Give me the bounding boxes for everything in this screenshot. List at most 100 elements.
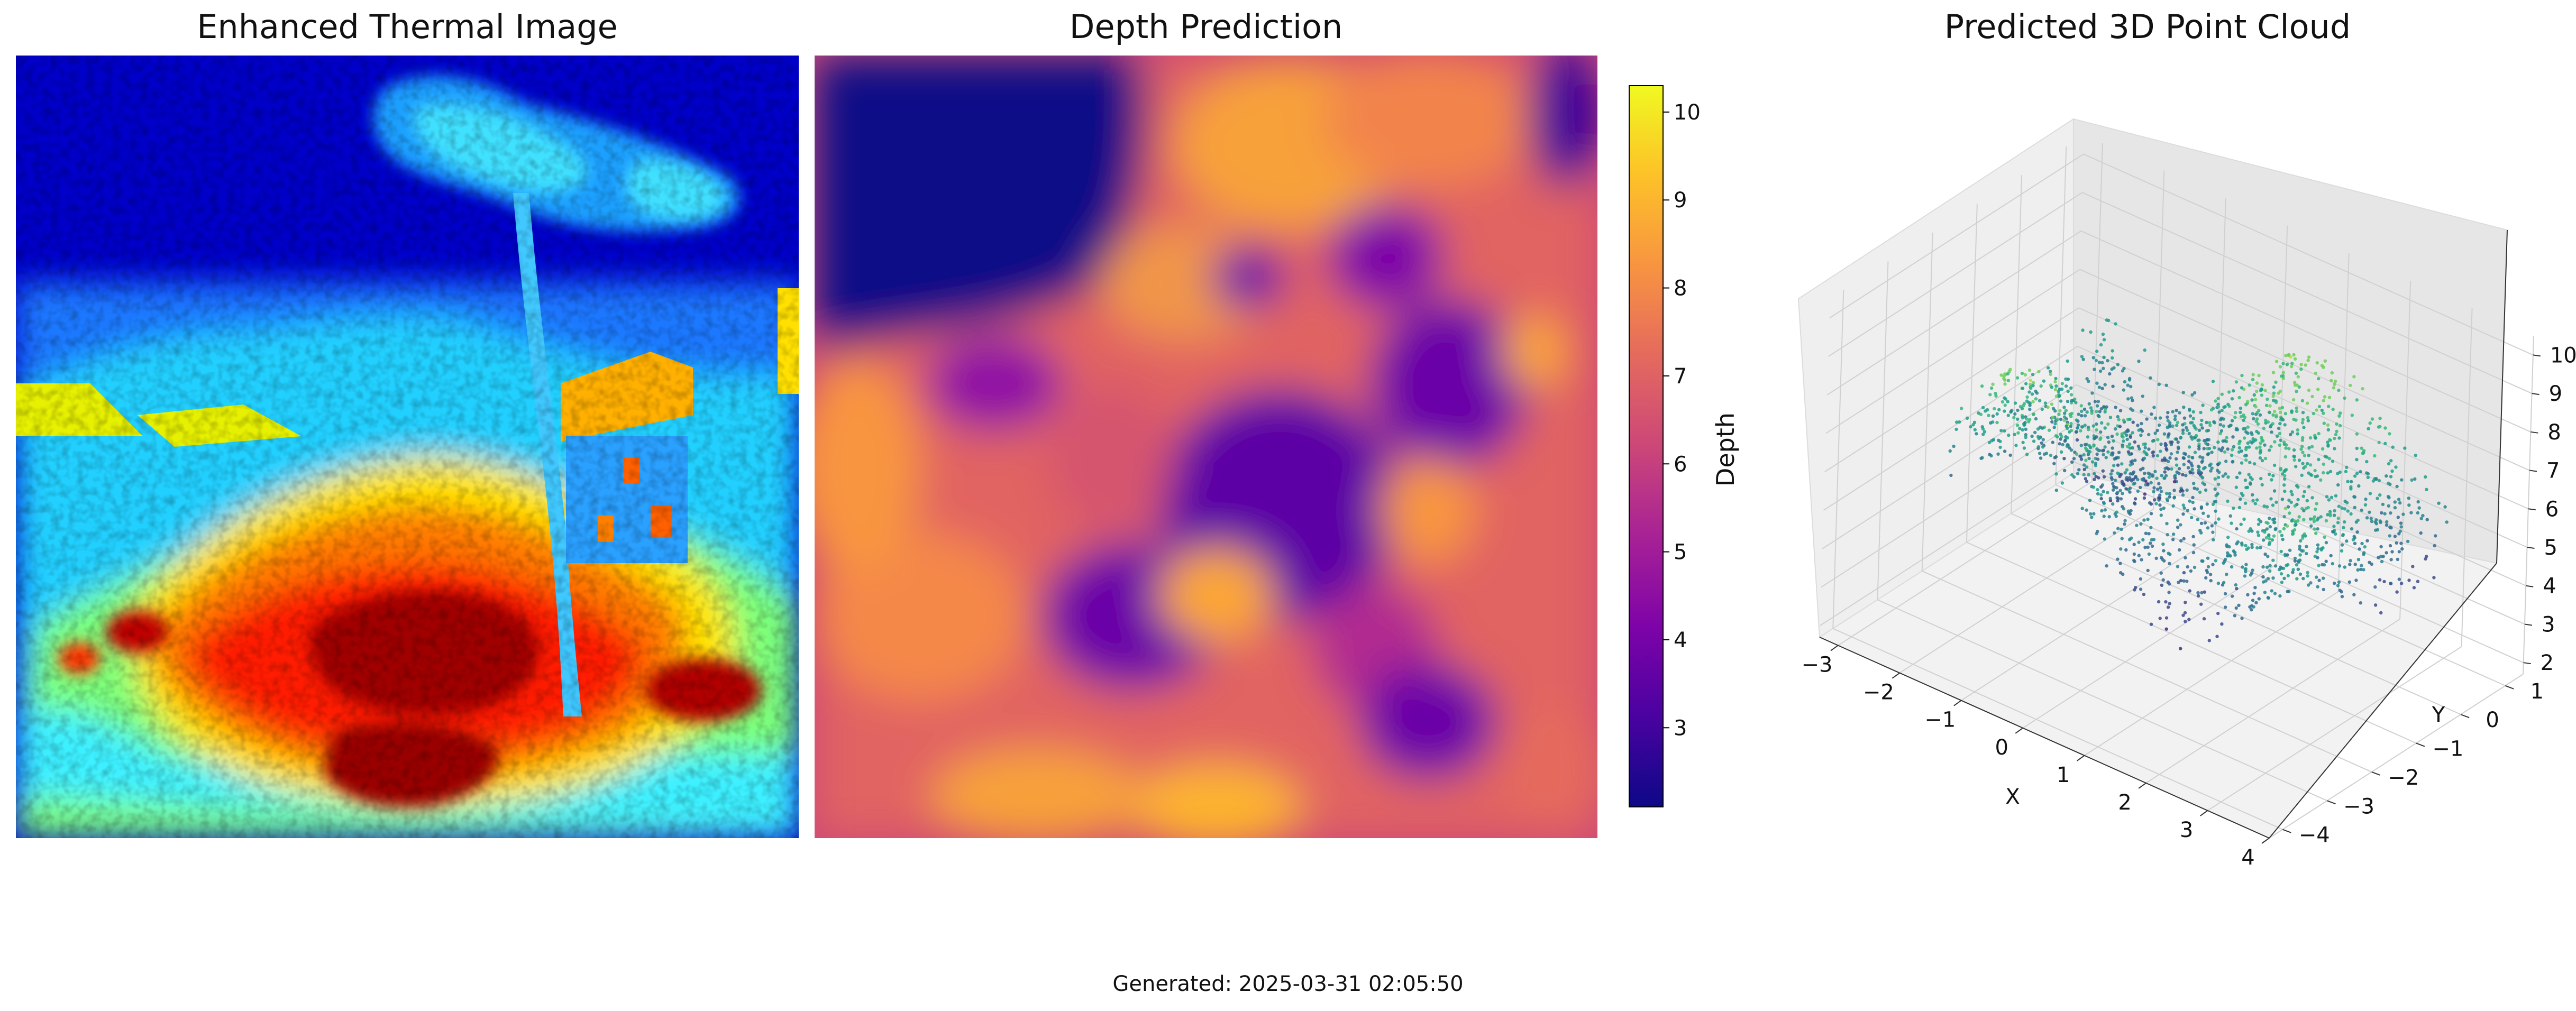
cloud-point — [2274, 415, 2278, 419]
cloud-point — [2047, 428, 2051, 432]
cloud-point — [2349, 383, 2352, 388]
cloud-point — [2093, 400, 2097, 403]
cloud-point — [2304, 465, 2307, 468]
cloud-point — [2366, 472, 2370, 476]
cloud-point — [2325, 495, 2329, 499]
cloud-point — [2317, 405, 2322, 409]
cloud-point — [2289, 490, 2293, 493]
cloud-point — [2330, 371, 2334, 375]
cloud-point — [2115, 486, 2118, 490]
cloud-point — [2159, 486, 2162, 490]
cloud-point — [2216, 397, 2220, 400]
cloud-point — [2216, 440, 2220, 444]
cloud-point — [2119, 547, 2123, 551]
cloud-point — [2281, 371, 2286, 374]
cloud-point — [2278, 594, 2282, 598]
cloud-point — [2024, 427, 2027, 431]
cloud-point — [2126, 450, 2131, 454]
z-tick-mark — [2526, 585, 2534, 587]
cloud-point — [2243, 501, 2248, 505]
cloud-point — [2300, 438, 2305, 442]
y-tick-mark — [2460, 714, 2470, 719]
cloud-point — [2240, 386, 2244, 390]
cloud-point — [2184, 601, 2187, 604]
cloud-point — [2065, 425, 2068, 428]
cloud-point — [2062, 457, 2066, 461]
cloud-point — [2283, 468, 2287, 472]
cloud-point — [2106, 491, 2109, 494]
cloud-point — [2355, 530, 2359, 534]
cloud-point — [2185, 426, 2188, 429]
cloud-point — [2266, 397, 2269, 401]
cloud-point — [2144, 531, 2148, 535]
cloud-point — [2217, 410, 2221, 414]
cloud-point — [2204, 488, 2208, 492]
cloud-point — [2103, 445, 2107, 449]
cloud-point — [2339, 411, 2342, 415]
cloud-point — [2230, 397, 2234, 401]
cloud-point — [2247, 473, 2251, 476]
cloud-point — [2299, 539, 2303, 543]
cloud-point — [2327, 396, 2332, 399]
cloud-point — [2263, 389, 2267, 392]
cloud-point — [2216, 611, 2220, 615]
cloud-point — [2029, 379, 2032, 382]
y-tick-label: −1 — [2432, 737, 2463, 761]
cloud-point — [2216, 405, 2221, 409]
cloud-point — [1975, 432, 1978, 436]
cloud-point — [2127, 476, 2132, 480]
cloud-point — [2150, 412, 2153, 416]
cloud-point — [2070, 460, 2074, 464]
cloud-point — [2294, 523, 2298, 527]
cloud-point — [2199, 506, 2204, 510]
cloud-point — [2265, 505, 2269, 509]
cloud-point — [2051, 407, 2056, 410]
cloud-point — [2200, 426, 2204, 430]
cloud-point — [2131, 420, 2135, 424]
cloud-point — [2090, 391, 2094, 395]
y-tick-label: −2 — [2388, 766, 2419, 790]
cloud-point — [2225, 543, 2228, 547]
x-gridline — [1961, 536, 2216, 701]
cloud-point — [2313, 527, 2316, 531]
cloud-point — [2280, 581, 2284, 584]
z-tick-label: 4 — [2543, 574, 2556, 599]
cloud-point — [2255, 498, 2259, 502]
y-gridline — [2055, 146, 2067, 485]
cloud-point — [2189, 569, 2193, 573]
cloud-point — [2294, 371, 2298, 375]
cloud-point — [2315, 518, 2319, 522]
cloud-point — [2034, 397, 2038, 401]
cloud-point — [2205, 502, 2209, 506]
cloud-point — [2168, 456, 2172, 460]
cloud-point — [2211, 530, 2215, 534]
cloud-point — [2187, 455, 2191, 458]
cloud-point — [2273, 528, 2277, 531]
cloud-point — [2324, 559, 2328, 563]
cloud-point — [2145, 417, 2149, 421]
cloud-point — [2093, 367, 2096, 371]
cloud-point — [2297, 560, 2300, 564]
cloud-point — [2146, 545, 2150, 549]
cloud-point — [2292, 381, 2297, 384]
cloud-point — [2085, 377, 2089, 381]
cloud-point — [2059, 450, 2063, 454]
cloud-point — [2107, 515, 2111, 519]
cloud-point — [2255, 446, 2259, 450]
cloud-point — [2136, 444, 2140, 448]
cloud-point — [2106, 450, 2110, 454]
cloud-point — [2020, 371, 2024, 375]
cloud-point — [2035, 391, 2039, 395]
cloud-point — [1987, 440, 1992, 445]
cloud-point — [2214, 509, 2217, 513]
cloud-point — [2388, 432, 2391, 436]
cloud-point — [2355, 446, 2359, 451]
cloud-point — [2090, 516, 2094, 519]
cloud-point — [2377, 440, 2381, 444]
cloud-point — [2278, 431, 2282, 436]
cloud-point — [2182, 506, 2186, 510]
cloud-point — [2293, 357, 2297, 361]
cloud-point — [2230, 453, 2234, 457]
cloud-point — [2182, 416, 2187, 420]
cloud-point — [2411, 565, 2415, 568]
